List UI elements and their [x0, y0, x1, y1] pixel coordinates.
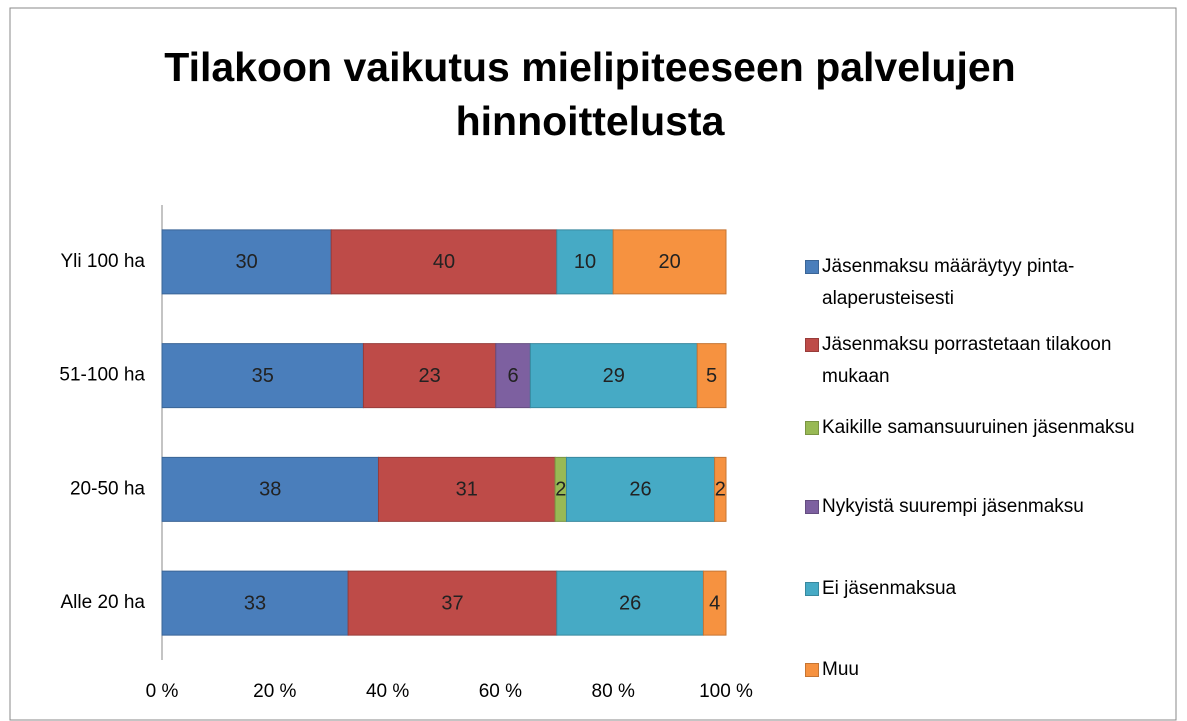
x-tick-label: 80 %: [592, 681, 635, 702]
legend-label: Kaikille samansuuruinen jäsenmaksu: [822, 417, 1135, 438]
legend-swatch: [805, 582, 819, 596]
bar-segment: [702, 570, 727, 636]
legend-label: Jäsenmaksu määräytyy pinta-alaperusteise…: [822, 256, 1075, 309]
y-tick-label: 51-100 ha: [59, 365, 145, 386]
data-label: 6: [507, 365, 518, 387]
legend-swatch: [805, 338, 819, 352]
data-label: 35: [252, 365, 274, 387]
bar-segment: [714, 456, 727, 522]
legend-swatch: [805, 260, 819, 274]
bar-segment: [556, 229, 614, 295]
data-label: 20: [658, 251, 680, 273]
chart-title: Tilakoon vaikutus mielipiteeseen palvelu…: [164, 44, 1016, 144]
bar-segment: [529, 343, 698, 409]
bar-segment: [565, 456, 716, 522]
y-tick-label: Yli 100 ha: [60, 251, 145, 272]
legend-item: Kaikille samansuuruinen jäsenmaksu: [805, 412, 1175, 444]
data-label: 30: [235, 251, 257, 273]
legend-label: Jäsenmaksu porrastetaan tilakoon mukaan: [822, 334, 1112, 387]
bar-segment: [161, 229, 332, 295]
y-tick-label: Alle 20 ha: [60, 592, 145, 613]
x-tick-label: 40 %: [366, 681, 409, 702]
data-label: 33: [244, 592, 266, 614]
bar-segment: [556, 570, 704, 636]
data-label: 23: [418, 365, 440, 387]
bar-segment: [161, 456, 379, 522]
data-label: 2: [555, 479, 566, 501]
bar-segment: [696, 343, 727, 409]
bar-segment: [347, 570, 558, 636]
x-tick-label: 100 %: [699, 681, 753, 702]
x-tick-label: 20 %: [253, 681, 296, 702]
data-label: 38: [259, 479, 281, 501]
bar-segment: [612, 229, 727, 295]
data-label: 29: [603, 365, 625, 387]
data-label: 37: [441, 592, 463, 614]
data-label: 40: [433, 251, 455, 273]
legend-swatch: [805, 421, 819, 435]
data-label: 26: [629, 479, 651, 501]
data-label: 10: [574, 251, 596, 273]
legend-item: Jäsenmaksu porrastetaan tilakoon mukaan: [805, 329, 1175, 393]
data-label: 5: [706, 365, 717, 387]
legend-swatch: [805, 500, 819, 514]
bar-segment: [161, 570, 349, 636]
bar-segment: [330, 229, 558, 295]
legend-item: Ei jäsenmaksua: [805, 573, 1175, 605]
x-tick-label: 60 %: [479, 681, 522, 702]
data-label: 4: [709, 592, 720, 614]
x-tick-label: 0 %: [146, 681, 179, 702]
legend-item: Jäsenmaksu määräytyy pinta-alaperusteise…: [805, 251, 1175, 315]
legend-label: Muu: [822, 659, 859, 680]
legend-item: Nykyistä suurempi jäsenmaksu: [805, 491, 1175, 523]
y-tick-label: 20-50 ha: [70, 478, 145, 499]
bar-segment: [362, 343, 497, 409]
bar-segment: [377, 456, 556, 522]
data-label: 2: [715, 479, 726, 501]
legend-swatch: [805, 663, 819, 677]
legend-label: Nykyistä suurempi jäsenmaksu: [822, 496, 1084, 517]
legend-item: Muu: [805, 654, 1175, 686]
data-label: 26: [619, 592, 641, 614]
legend-label: Ei jäsenmaksua: [822, 578, 957, 599]
data-label: 31: [456, 479, 478, 501]
bar-segment: [161, 343, 364, 409]
